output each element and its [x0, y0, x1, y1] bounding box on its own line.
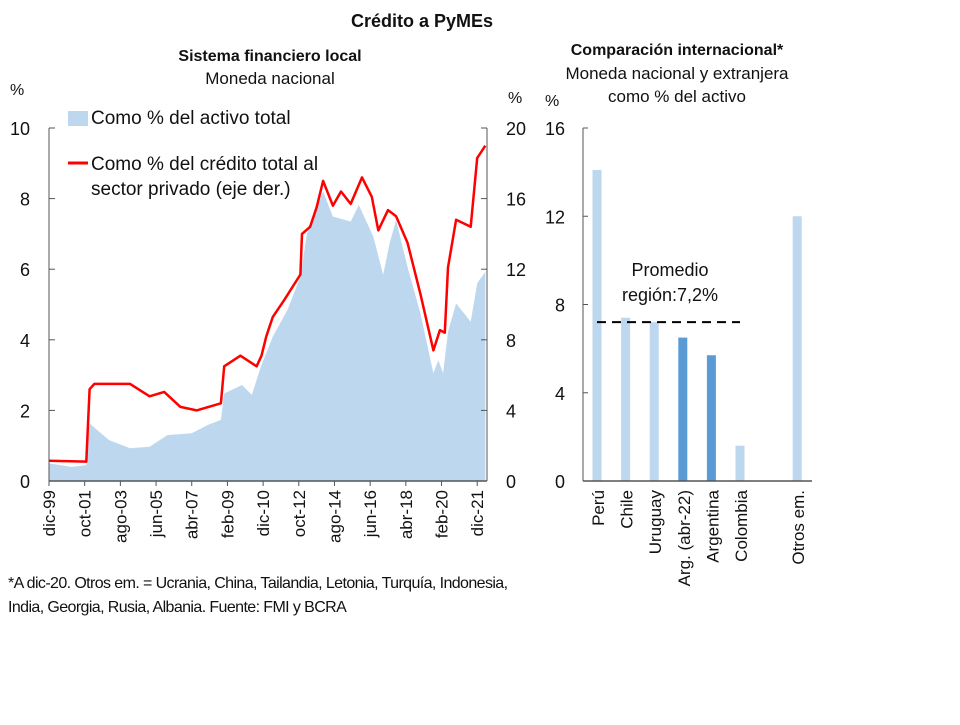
bar: [792, 216, 802, 481]
x-tick-label: dic-21: [468, 490, 487, 536]
left-y-tick-label: 10: [10, 119, 30, 139]
bar-y-tick-label: 16: [545, 119, 565, 139]
chart-title: Crédito a PyMEs: [351, 11, 493, 31]
legend-label-area: Como % del activo total: [91, 108, 291, 129]
left-y-tick-label: 2: [20, 401, 30, 421]
legend-label-line-2: sector privado (eje der.): [91, 179, 291, 200]
right-chart: Comparación internacional* Moneda nacion…: [545, 42, 812, 586]
right-chart-subtitle-1: Moneda nacional y extranjera: [565, 64, 789, 83]
bar-category-label: Otros em.: [789, 490, 808, 565]
right-y-tick-label: 16: [506, 190, 526, 210]
bar-category-label: Colombia: [732, 489, 751, 561]
bar-category-label: Perú: [589, 490, 608, 526]
right-y-tick-label: 4: [506, 401, 516, 421]
bar: [592, 169, 602, 481]
left-y-tick-label: 8: [20, 190, 30, 210]
bar-y-tick-label: 0: [555, 472, 565, 492]
right-chart-title: Comparación internacional*: [571, 42, 784, 59]
legend-swatch-area: [68, 111, 88, 126]
left-chart-subtitle: Moneda nacional: [205, 69, 334, 88]
area-series-activo: [49, 191, 486, 481]
x-tick-label: oct-01: [76, 490, 95, 537]
bar-y-tick-label: 12: [545, 207, 565, 227]
x-tick-label: ago-03: [111, 490, 130, 543]
left-plot-area: 0 2 4 6 8 10 0 4 8 12 16 20 dic-99 oct-01 ago-03 jun-05…: [10, 119, 526, 543]
x-tick-label: feb-09: [218, 490, 237, 538]
right-y-tick-label: 20: [506, 119, 526, 139]
legend-label-line-1: Como % del crédito total al: [91, 154, 318, 175]
line-series-credito: [48, 145, 487, 463]
x-tick-label: jun-05: [147, 490, 166, 538]
right-y-unit: %: [508, 90, 522, 107]
right-y-tick-label: 8: [506, 331, 516, 351]
left-chart-title: Sistema financiero local: [178, 48, 361, 65]
x-tick-label: dic-10: [254, 490, 273, 536]
average-label-2: región:7,2%: [622, 285, 718, 305]
x-tick-label: oct-12: [290, 490, 309, 537]
bar-y-tick-label: 8: [555, 296, 565, 316]
x-tick-label: dic-99: [40, 490, 59, 536]
bar-y-tick-label: 4: [555, 384, 565, 404]
bar-category-label: Uruguay: [646, 490, 665, 555]
left-y-tick-label: 6: [20, 260, 30, 280]
left-y-tick-label: 0: [20, 472, 30, 492]
x-tick-label: jun-16: [361, 490, 380, 538]
footnote-line-2: India, Georgia, Rusia, Albania. Fuente: …: [8, 599, 347, 616]
bar: [621, 317, 631, 481]
bar-category-label: Argentina: [703, 489, 722, 562]
x-tick-label: feb-20: [433, 490, 452, 538]
x-tick-label: abr-18: [397, 490, 416, 539]
legend: Como % del activo total Como % del crédi…: [68, 108, 318, 200]
left-chart: Sistema financiero local Moneda nacional…: [10, 48, 526, 543]
left-y-unit: %: [10, 82, 24, 99]
bar-y-unit: %: [545, 93, 559, 110]
bar-category-label: Chile: [618, 490, 637, 529]
right-plot-area: Perú Chile Uruguay Arg. (abr-22) Argentina Co…: [545, 119, 812, 586]
bar: [735, 445, 745, 481]
right-y-tick-label: 12: [506, 260, 526, 280]
average-label-1: Promedio: [631, 260, 708, 280]
right-chart-subtitle-2: como % del activo: [608, 87, 746, 106]
footnote-line-1: *A dic-20. Otros em. = Ucrania, China, T…: [8, 575, 508, 592]
bar: [678, 337, 688, 481]
right-y-tick-label: 0: [506, 472, 516, 492]
x-tick-label: ago-14: [325, 490, 344, 543]
left-y-tick-label: 4: [20, 331, 30, 351]
bar: [706, 355, 716, 481]
bar: [649, 322, 659, 481]
bar-category-label: Arg. (abr-22): [675, 490, 694, 586]
x-tick-label: abr-07: [183, 490, 202, 539]
